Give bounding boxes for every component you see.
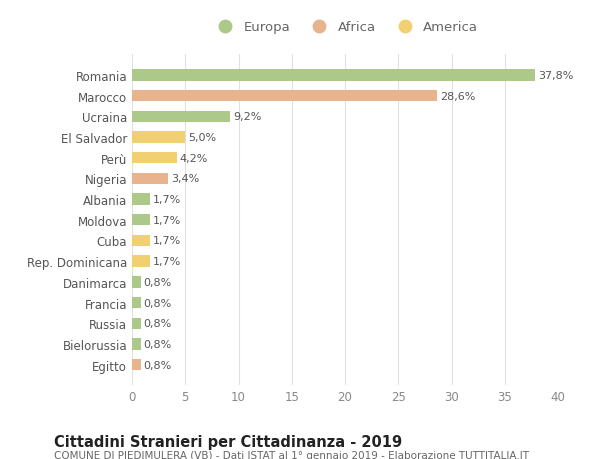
Bar [132,112,230,123]
Bar [132,174,168,185]
Text: 1,7%: 1,7% [154,195,182,205]
Text: COMUNE DI PIEDIMULERA (VB) - Dati ISTAT al 1° gennaio 2019 - Elaborazione TUTTIT: COMUNE DI PIEDIMULERA (VB) - Dati ISTAT … [54,450,529,459]
Text: 0,8%: 0,8% [144,339,172,349]
Bar [132,318,140,329]
Text: 1,7%: 1,7% [154,236,182,246]
Text: 9,2%: 9,2% [233,112,262,122]
Text: 1,7%: 1,7% [154,215,182,225]
Text: 0,8%: 0,8% [144,277,172,287]
Bar [132,297,140,308]
Text: 4,2%: 4,2% [180,153,208,163]
Bar [132,91,437,102]
Text: Cittadini Stranieri per Cittadinanza - 2019: Cittadini Stranieri per Cittadinanza - 2… [54,434,402,449]
Bar [132,339,140,350]
Text: 0,8%: 0,8% [144,319,172,329]
Bar [132,70,535,81]
Text: 5,0%: 5,0% [188,133,217,143]
Bar [132,194,150,205]
Text: 37,8%: 37,8% [538,71,573,81]
Text: 0,8%: 0,8% [144,298,172,308]
Bar [132,215,150,226]
Text: 3,4%: 3,4% [172,174,200,184]
Bar [132,359,140,370]
Bar [132,132,185,143]
Bar [132,153,177,164]
Bar [132,256,150,267]
Text: 0,8%: 0,8% [144,360,172,370]
Text: 1,7%: 1,7% [154,257,182,267]
Bar [132,277,140,288]
Text: 28,6%: 28,6% [440,91,475,101]
Bar [132,235,150,246]
Legend: Europa, Africa, America: Europa, Africa, America [209,19,481,37]
